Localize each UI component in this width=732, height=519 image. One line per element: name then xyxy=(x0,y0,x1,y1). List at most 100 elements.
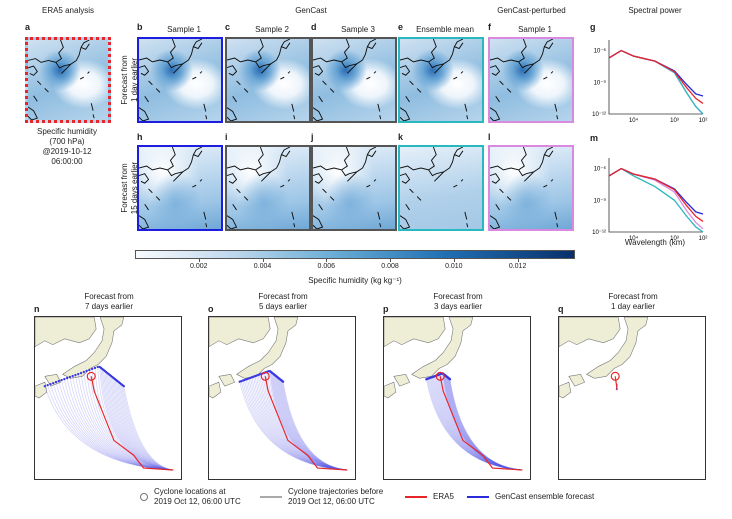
spectral-axes xyxy=(608,40,703,115)
ensemble-track xyxy=(272,373,348,471)
spectral-header: Spectral power xyxy=(628,6,682,15)
blue-line-icon xyxy=(467,496,489,498)
panel-letter: i xyxy=(225,132,228,142)
ensemble-track xyxy=(444,375,523,471)
cyclone-map xyxy=(34,316,182,480)
ensemble-track xyxy=(434,376,523,471)
colorbar-tick-label: 0.010 xyxy=(445,263,463,270)
colorbar-tick-label: 0.004 xyxy=(253,263,272,270)
caption-line: (700 hPa) xyxy=(49,137,85,146)
ensemble-endpoint xyxy=(60,378,63,382)
x-tick-label: 10³ xyxy=(670,118,679,124)
spectral-series-ensemble-mean xyxy=(608,49,704,115)
coastline xyxy=(227,147,296,229)
colorbar-tick-label: 0.006 xyxy=(317,263,336,270)
ensemble-track xyxy=(448,377,523,471)
y-tick-label: 10⁻⁶ xyxy=(594,48,607,55)
column-title: Sample 1 xyxy=(167,25,201,34)
ensemble-track xyxy=(278,378,348,471)
panel-letter: q xyxy=(558,304,564,314)
ensemble-track xyxy=(428,378,523,471)
ensemble-track xyxy=(430,377,523,471)
cyclone-map xyxy=(558,316,706,480)
panel-letter: f xyxy=(488,22,491,32)
ensemble-endpoint xyxy=(46,383,49,387)
ensemble-track xyxy=(443,374,523,471)
ensemble-endpoint xyxy=(71,374,74,378)
ensemble-endpoint xyxy=(57,379,60,383)
ensemble-track xyxy=(58,381,174,471)
ensemble-track xyxy=(66,377,174,471)
ensemble-track xyxy=(425,379,523,471)
era5-caption: Specific humidity (700 hPa) @2019-10-12 … xyxy=(20,127,114,167)
ensemble-track xyxy=(446,376,523,471)
legend-label: Cyclone trajectories before 2019 Oct 12, … xyxy=(288,487,384,506)
legend-locations: Cyclone locations at 2019 Oct 12, 06:00 U… xyxy=(140,487,241,507)
ensemble-track xyxy=(256,375,348,471)
coastline xyxy=(139,147,208,229)
map-row1-col1 xyxy=(137,37,223,123)
ensemble-endpoint xyxy=(43,384,47,388)
coastline xyxy=(139,39,208,121)
ensemble-track xyxy=(279,378,348,471)
ensemble-endpoint xyxy=(79,371,83,375)
panel-letter: n xyxy=(34,304,40,314)
column-title: Sample 2 xyxy=(255,25,289,34)
ensemble-track xyxy=(445,375,523,471)
column-title: Sample 1 xyxy=(518,25,552,34)
ensemble-track xyxy=(449,379,523,471)
ensemble-track xyxy=(115,380,174,471)
map-row2-col3 xyxy=(311,145,397,231)
ensemble-track xyxy=(240,381,348,471)
ensemble-track xyxy=(77,373,174,471)
ensemble-track xyxy=(123,386,174,471)
land xyxy=(35,317,125,399)
ensemble-track xyxy=(69,376,174,471)
ensemble-endpoint xyxy=(54,380,58,384)
ensemble-track xyxy=(104,370,174,471)
ensemble-track xyxy=(449,378,523,471)
map-row1-col5 xyxy=(488,37,574,123)
ensemble-track xyxy=(260,373,348,471)
ensemble-track xyxy=(254,376,348,471)
ensemble-track xyxy=(279,379,348,471)
circle-icon xyxy=(140,493,148,501)
coastline xyxy=(313,39,382,121)
map-row1-col3 xyxy=(311,37,397,123)
ensemble-endpoint xyxy=(90,367,94,371)
legend-label: ERA5 xyxy=(433,492,454,501)
cyclone-location-marker xyxy=(260,371,270,381)
ensemble-track xyxy=(119,383,174,471)
ensemble-track xyxy=(259,374,348,471)
colorbar-tick xyxy=(453,259,455,262)
ensemble-endpoint xyxy=(63,377,66,381)
cyclone-panel-title: Forecast from 7 days earlier xyxy=(84,292,134,311)
ensemble-track xyxy=(52,383,174,471)
ensemble-track xyxy=(276,376,348,471)
ensemble-track xyxy=(103,369,174,471)
ensemble-track xyxy=(427,378,523,471)
ensemble-track xyxy=(117,381,174,471)
ensemble-track xyxy=(109,374,174,471)
era5-track xyxy=(90,376,174,471)
ensemble-track xyxy=(275,375,348,471)
ensemble-track xyxy=(114,379,174,471)
cyclone-panel-title: Forecast from 5 days earlier xyxy=(258,292,308,311)
ensemble-track xyxy=(268,371,348,471)
ensemble-track xyxy=(269,371,348,471)
ensemble-track xyxy=(99,366,174,471)
spectral-series-ensemble-mean xyxy=(608,167,704,233)
cyclone-map xyxy=(208,316,356,480)
colorbar-tick-label: 0.002 xyxy=(190,263,208,270)
ensemble-endpoint xyxy=(52,381,55,385)
spectral-axes xyxy=(608,158,703,233)
ensemble-track xyxy=(443,374,523,471)
grey-line-icon xyxy=(260,496,282,498)
era5-track xyxy=(439,376,523,471)
cyclone-panel-title: Forecast from 1 day earlier xyxy=(608,292,658,311)
panel-letter: c xyxy=(225,22,231,32)
ensemble-track xyxy=(243,379,348,471)
ensemble-endpoint xyxy=(74,373,77,377)
ensemble-track xyxy=(257,374,348,471)
ensemble-track xyxy=(273,373,348,471)
